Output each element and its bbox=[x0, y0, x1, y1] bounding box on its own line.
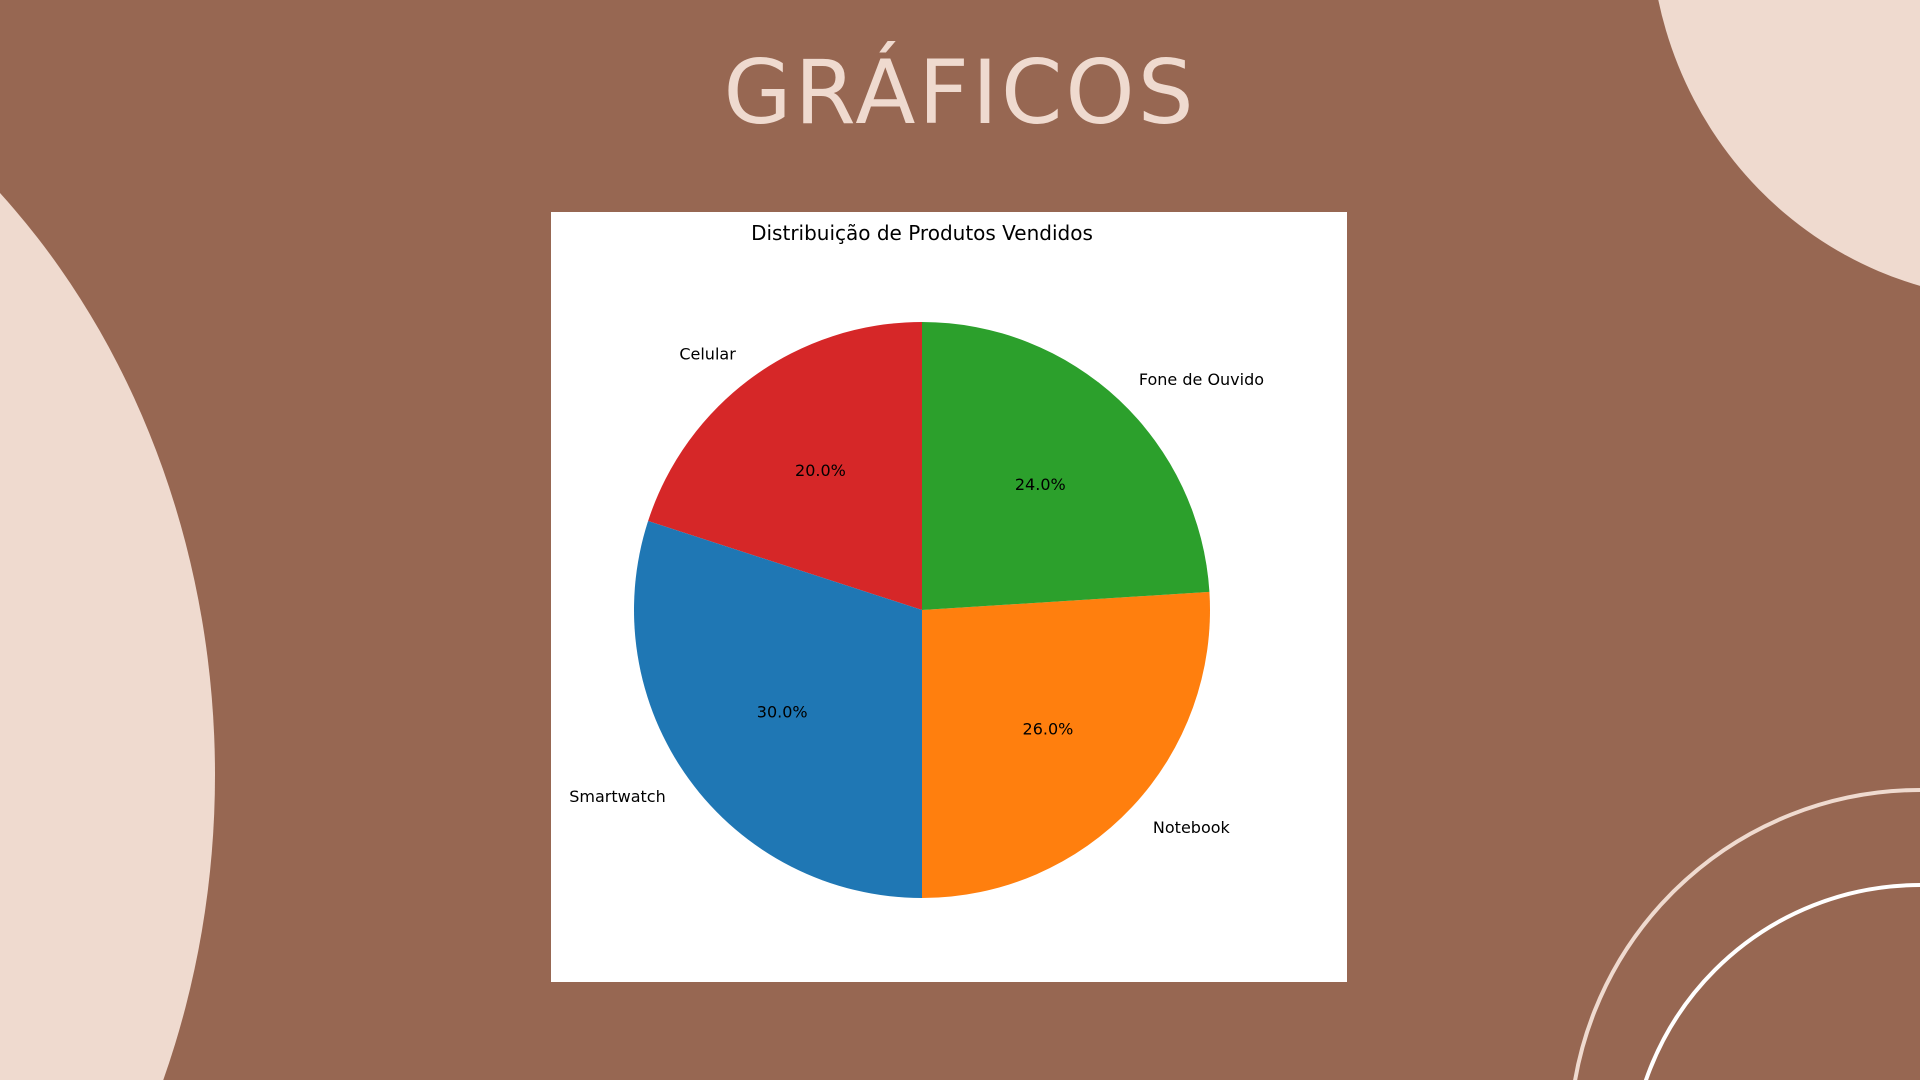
pie-value-label-notebook: 26.0% bbox=[1023, 719, 1074, 738]
pie-category-label-smartwatch: Smartwatch bbox=[569, 787, 666, 806]
top-right-decor-circle bbox=[1658, 0, 1920, 286]
page-title: GRÁFICOS bbox=[723, 41, 1197, 144]
pie-value-label-smartwatch: 30.0% bbox=[757, 703, 808, 722]
pie-value-label-fone-de-ouvido: 24.0% bbox=[1015, 475, 1066, 494]
left-decor-circle bbox=[0, 193, 215, 1080]
pie-slice-smartwatch bbox=[634, 521, 922, 898]
pie-category-label-notebook: Notebook bbox=[1153, 818, 1231, 837]
pie-slice-celular bbox=[648, 322, 922, 610]
pie-slice-fone-de-ouvido bbox=[922, 322, 1210, 610]
pie-category-label-fone-de-ouvido: Fone de Ouvido bbox=[1139, 370, 1264, 389]
chart-title: Distribuição de Produtos Vendidos bbox=[751, 221, 1093, 245]
pie-chart: Distribuição de Produtos Vendidos 20.0% C… bbox=[569, 221, 1264, 898]
pie-value-label-celular: 20.0% bbox=[795, 461, 846, 480]
chart-panel: Distribuição de Produtos Vendidos 20.0% C… bbox=[551, 212, 1347, 982]
pie-slice-notebook bbox=[922, 591, 1210, 898]
bottom-right-decor-ring-outer bbox=[1573, 788, 1920, 1080]
pie-category-label-celular: Celular bbox=[679, 345, 736, 364]
bottom-right-decor-ring-inner bbox=[1643, 883, 1920, 1080]
